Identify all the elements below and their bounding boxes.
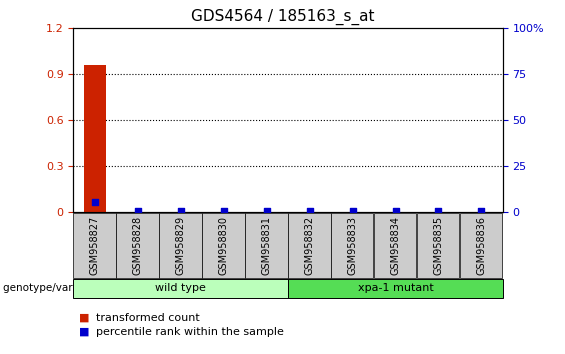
Text: percentile rank within the sample: percentile rank within the sample bbox=[96, 327, 284, 337]
Point bbox=[391, 208, 400, 213]
Point bbox=[434, 208, 443, 213]
Text: GSM958827: GSM958827 bbox=[90, 216, 100, 275]
Text: GSM958828: GSM958828 bbox=[133, 216, 143, 275]
Text: xpa-1 mutant: xpa-1 mutant bbox=[358, 283, 433, 293]
Point bbox=[262, 208, 271, 213]
Text: GSM958833: GSM958833 bbox=[347, 216, 358, 275]
Point bbox=[133, 208, 142, 213]
Text: GDS4564 / 185163_s_at: GDS4564 / 185163_s_at bbox=[191, 9, 374, 25]
Text: GSM958835: GSM958835 bbox=[433, 216, 444, 275]
Text: GSM958832: GSM958832 bbox=[305, 216, 315, 275]
Text: ■: ■ bbox=[79, 327, 90, 337]
Point bbox=[219, 208, 228, 213]
Text: GSM958836: GSM958836 bbox=[476, 216, 486, 275]
Point bbox=[176, 208, 185, 213]
Point bbox=[348, 208, 357, 213]
Text: GSM958834: GSM958834 bbox=[390, 216, 401, 275]
Text: transformed count: transformed count bbox=[96, 313, 200, 322]
Text: GSM958829: GSM958829 bbox=[176, 216, 186, 275]
Text: GSM958830: GSM958830 bbox=[219, 216, 229, 275]
Text: genotype/variation ▶: genotype/variation ▶ bbox=[3, 283, 113, 293]
Point bbox=[477, 208, 486, 213]
Text: ■: ■ bbox=[79, 313, 90, 322]
Point bbox=[305, 208, 314, 213]
Bar bbox=[84, 65, 106, 212]
Point bbox=[90, 199, 99, 205]
Text: GSM958831: GSM958831 bbox=[262, 216, 272, 275]
Text: wild type: wild type bbox=[155, 283, 206, 293]
